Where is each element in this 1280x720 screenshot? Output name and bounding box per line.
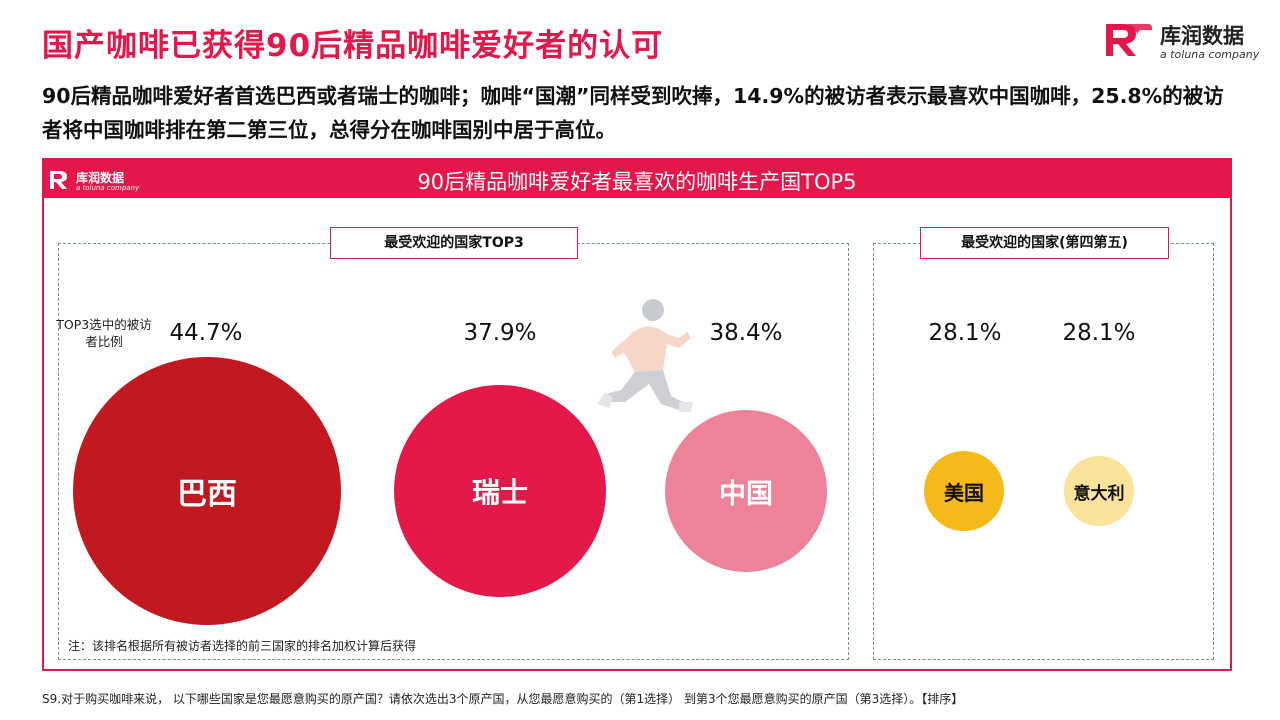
group-4th-5th [873,243,1214,660]
metric-label: TOP3选中的被访者比例 [56,317,152,349]
panel-logo-en: a toluna company [76,184,140,192]
logo-mark-icon [1106,24,1152,56]
panel-header: 库润数据 a toluna company 90后精品咖啡爱好者最喜欢的咖啡生产… [44,160,1230,198]
logo-name-cn: 库润数据 [1160,24,1244,48]
panel-logo-icon [50,171,67,189]
pct-label-usa: 28.1% [928,320,1002,346]
bubble-brazil: 巴西 [73,357,341,625]
pct-label-italy: 28.1% [1062,320,1136,346]
chart-title: 90后精品咖啡爱好者最喜欢的咖啡生产国TOP5 [417,170,857,194]
logo-name-en: a toluna company [1160,48,1260,61]
running-person-icon [597,299,693,412]
chart-footnote: 注：该排名根据所有被访者选择的前三国家的排名加权计算后获得 [68,639,417,653]
pct-label-brazil: 44.7% [169,320,243,346]
bubble-china: 中国 [665,410,827,572]
page-title: 国产咖啡已获得90后精品咖啡爱好者的认可 [42,28,664,64]
bubble-italy: 意大利 [1064,456,1134,526]
panel-logo-cn: 库润数据 [76,171,125,185]
group-4th-5th-label: 最受欢迎的国家(第四第五) [920,227,1169,259]
bubble-usa: 美国 [924,451,1004,531]
page-subtitle: 90后精品咖啡爱好者首选巴西或者瑞士的咖啡；咖啡“国潮”同样受到吹捧，14.9%… [42,84,1224,142]
chart-panel: 库润数据 a toluna company 90后精品咖啡爱好者最喜欢的咖啡生产… [42,158,1232,671]
brand-logo: 库润数据 a toluna company [1102,18,1272,64]
bubble-switzerland: 瑞士 [394,385,606,597]
pct-label-switzerland: 37.9% [463,320,537,346]
group-top3-label: 最受欢迎的国家TOP3 [330,227,578,259]
source-question: S9.对于购买咖啡来说， 以下哪些国家是您最愿意购买的原产国？请依次选出3个原产… [42,692,964,706]
pct-label-china: 38.4% [709,320,783,346]
